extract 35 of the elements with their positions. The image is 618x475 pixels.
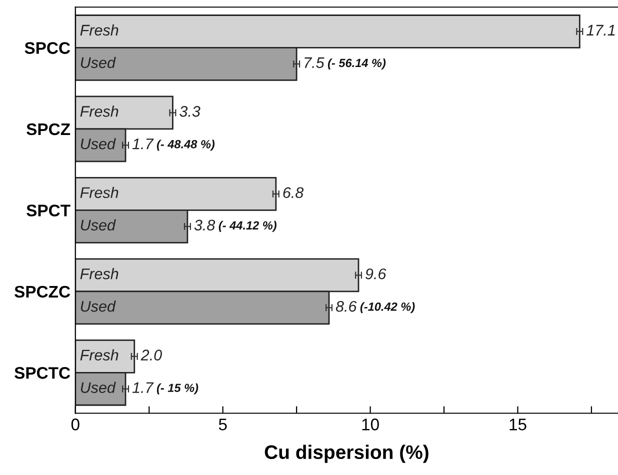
x-tick-label: 0 [71,418,80,430]
annotation: (- 48.48 %) [156,140,215,151]
text: Used [80,382,116,393]
annotation: (- 15 %) [156,383,198,394]
text: Used [80,138,116,150]
data-label: 6.8 [283,187,304,198]
data-label: 7.5 [304,57,324,68]
data-label: 1.7 [132,138,154,150]
x-tick-label: 5 [218,418,227,430]
data-label: 1.7 [132,382,154,393]
text: Used [80,300,116,312]
y-tick-label: SPCTC [14,367,70,379]
text: Fresh [80,106,118,117]
series-label: Used [80,56,116,68]
annotation: (- 56.14 %) [328,58,386,70]
y-tick-label: SPCT [26,204,70,216]
data-label: 9.6 [366,268,386,280]
annotation: (-10.42 %) [360,302,415,314]
data-label: 17.1 [586,24,615,36]
x-tick-label: 10 [362,418,379,430]
y-tick-label: SPCZ [26,123,70,136]
text: Fresh [80,186,118,198]
data-label: 2.0 [140,350,162,360]
data-label: 3.8 [194,220,216,231]
y-tick-label: SPCC [24,42,70,54]
series-label: Fresh [80,24,118,36]
text: Fresh [80,268,118,280]
y-tick-label: SPCZC [14,286,70,298]
x-tick-label: 15 [510,418,526,430]
data-label: 3.3 [180,106,200,117]
text: Fresh [80,349,118,360]
data-label: 8.6 [336,300,357,312]
text: Used [80,219,116,231]
annotation: (- 44.12 %) [218,220,276,232]
x-axis-title: Cu dispersion (%) [264,444,428,463]
